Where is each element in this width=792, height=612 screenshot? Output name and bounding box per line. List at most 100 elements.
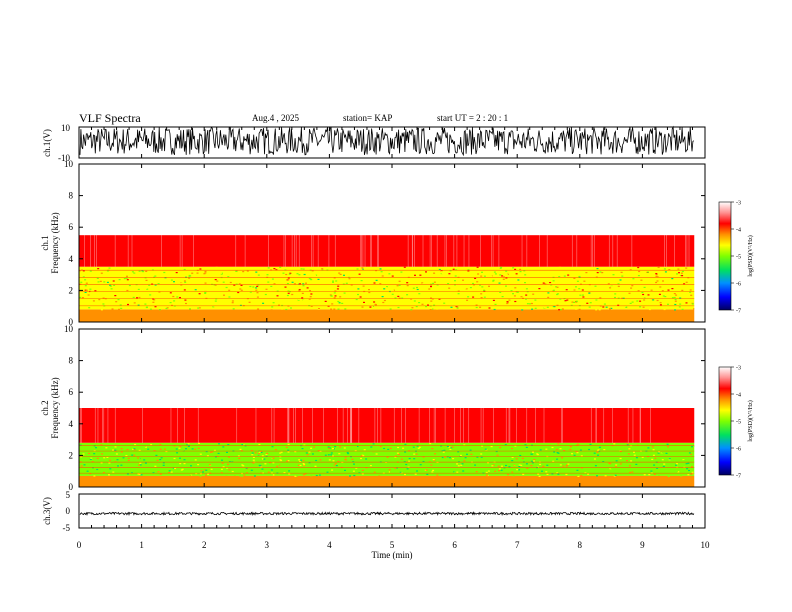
ch2-speckle xyxy=(404,473,406,476)
ch1-speckle xyxy=(176,296,179,298)
ch2-speckle xyxy=(589,443,592,445)
ch1-ytick-top: 10 xyxy=(61,123,71,133)
ch1-speckle xyxy=(500,266,503,268)
ch1-speckle xyxy=(235,270,238,272)
ch1-speckle xyxy=(454,280,456,282)
ch1-speckle xyxy=(163,290,166,292)
ch1-speckle xyxy=(306,296,309,298)
ch1-speckle xyxy=(573,289,576,291)
ch1-speckle xyxy=(478,289,481,291)
ch1-speckle xyxy=(368,291,371,294)
ch1-speckle xyxy=(329,294,332,296)
ch2-speckle xyxy=(651,446,654,448)
ch1-speckle xyxy=(97,302,100,304)
ch1-speckle xyxy=(639,300,642,302)
ch2-speckle xyxy=(437,463,440,465)
ch1-speckle xyxy=(415,306,418,308)
ch2-speckle xyxy=(333,464,336,466)
ch2-speckle xyxy=(361,473,364,475)
ch1-speckle xyxy=(505,277,508,279)
date-label: Aug.4 , 2025 xyxy=(252,113,299,123)
ch2-speckle xyxy=(457,468,460,470)
ch2-speckle xyxy=(686,468,689,470)
ch1-speckle xyxy=(106,270,109,272)
ch2-speckle xyxy=(314,465,317,467)
ch1-speckle xyxy=(169,292,172,294)
ch2-speckle xyxy=(577,443,580,445)
ch2-speckle xyxy=(480,453,483,455)
ch2-speckle xyxy=(346,451,349,454)
ch2-speckle xyxy=(159,459,162,461)
ch2-speckle xyxy=(416,445,419,447)
ch1-speckle xyxy=(464,287,467,289)
ch1-speckle xyxy=(158,291,161,293)
ch2-speckle xyxy=(98,453,101,455)
ch1-speckle xyxy=(410,298,413,300)
ch1-speckle xyxy=(595,299,598,301)
ch2-speckle xyxy=(577,475,580,477)
ch2-speckle xyxy=(402,447,405,449)
ch1-speckle xyxy=(481,271,483,273)
ch1-speckle xyxy=(416,282,419,284)
ch1-speckle xyxy=(637,275,640,277)
ch2-speckle xyxy=(641,456,644,458)
ch2-speckle xyxy=(482,452,485,454)
ch1-speckle xyxy=(628,292,631,294)
ch2-speckle xyxy=(557,443,560,445)
ch2-speckle xyxy=(225,448,228,450)
ch1-speckle xyxy=(554,267,556,269)
ch1-speckle xyxy=(630,287,633,289)
ch2-speckle xyxy=(559,464,562,466)
ch2-speckle xyxy=(432,461,435,464)
ch1-speckle xyxy=(102,308,105,310)
time-axis: 0 1 2 3 4 5 6 7 8 9 10 xyxy=(77,127,710,550)
ch2-speckle xyxy=(463,444,466,446)
ch1-speckle xyxy=(623,306,626,308)
ch1-speckle xyxy=(528,303,531,305)
ch1-speckle xyxy=(296,273,299,275)
ch1-speckle xyxy=(588,276,591,278)
ch2-speckle xyxy=(487,470,490,472)
ch2-speckle xyxy=(245,467,248,469)
ch2-speckle xyxy=(525,463,528,465)
ch2-speckle xyxy=(537,473,540,475)
ch1-speckle xyxy=(629,302,632,304)
ch1-speckle xyxy=(145,279,148,281)
ch1-speckle xyxy=(229,292,232,294)
ch2-speckle xyxy=(485,471,488,473)
ch1-speckle xyxy=(453,293,456,296)
ch1-speckle xyxy=(257,308,260,310)
ch2-speckle xyxy=(365,458,368,460)
ch2-speckle xyxy=(251,454,254,456)
ch2-speckle xyxy=(125,453,128,455)
ch1-speckle xyxy=(637,266,640,269)
ch1-speckle xyxy=(161,280,164,282)
ch1-speckle xyxy=(223,294,225,296)
ch2-speckle xyxy=(233,449,236,451)
ch2-speckle xyxy=(556,458,559,460)
ch2-speckle xyxy=(310,464,313,466)
ch2-speckle xyxy=(327,454,330,456)
ch1-speckle xyxy=(324,300,327,302)
ch2-speckle xyxy=(306,454,309,456)
ch2-speckle xyxy=(578,465,581,468)
ch2-speckle xyxy=(347,453,350,455)
ch2-speckle xyxy=(641,449,644,451)
ch2-speckle xyxy=(369,472,372,474)
ch1-speckle xyxy=(428,288,431,290)
ch1-speckle xyxy=(285,273,288,276)
ch1-speckle xyxy=(443,302,446,304)
ch2-speckle xyxy=(626,444,629,446)
ch2-speckle xyxy=(666,458,669,460)
ch2-speckle xyxy=(89,458,92,460)
ch1-speckle xyxy=(532,293,535,295)
ch2-speckle xyxy=(337,471,340,473)
ch2-speckle xyxy=(536,474,539,477)
ch1-freq-label: Frequency (kHz) xyxy=(50,212,60,273)
ch1-speckle xyxy=(448,273,451,275)
ch2-speckle xyxy=(633,451,635,453)
ch2-speckle xyxy=(691,460,694,462)
ch1-speckle xyxy=(188,274,191,277)
ch2-speckle xyxy=(320,446,322,448)
